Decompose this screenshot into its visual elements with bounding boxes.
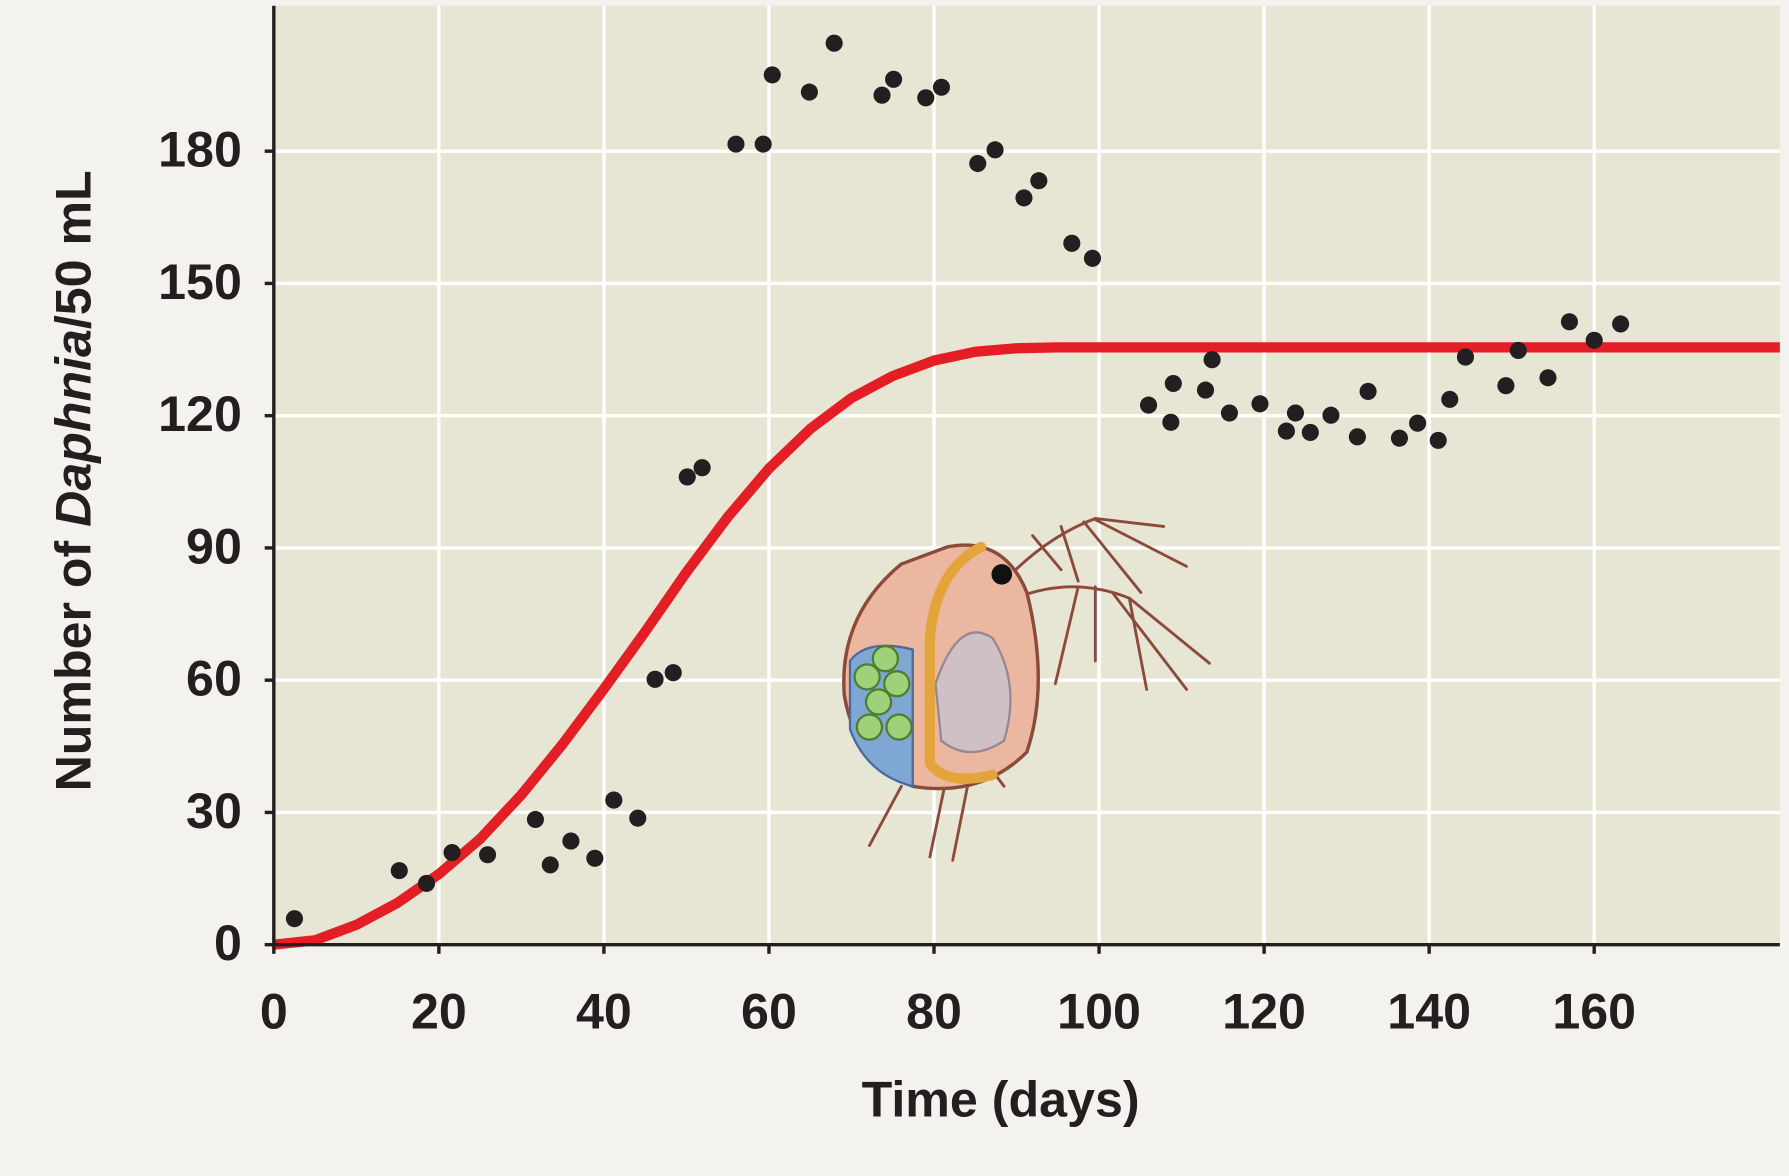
data-point: [1030, 172, 1048, 190]
data-point: [646, 670, 664, 688]
data-point: [1196, 381, 1215, 399]
x-axis-title: Time (days): [862, 1071, 1140, 1127]
data-point: [825, 34, 843, 52]
curve: [273, 342, 1780, 950]
data-point: [986, 141, 1004, 159]
data-point: [390, 862, 408, 880]
data-point: [1612, 315, 1630, 333]
data-point: [885, 70, 903, 88]
x-tick-label: 20: [411, 984, 467, 1040]
data-point: [932, 78, 950, 96]
y-axis-title-part: Number of: [46, 527, 102, 792]
x-tick-label: 40: [576, 984, 632, 1040]
y-tick-label: 150: [158, 254, 242, 310]
data-point: [1203, 351, 1221, 369]
x-tick-label: 0: [260, 984, 288, 1040]
data-point: [1251, 395, 1269, 413]
data-point: [1164, 374, 1182, 393]
data-point: [1015, 189, 1033, 207]
data-point: [754, 135, 772, 153]
data-point: [1441, 390, 1459, 408]
y-tick-label: 180: [158, 122, 242, 178]
data-point: [1560, 313, 1578, 331]
data-point: [526, 810, 544, 829]
plot-area: [273, 5, 1780, 945]
data-point: [285, 910, 304, 928]
data-point: [443, 843, 461, 862]
data-point: [629, 809, 647, 827]
data-point: [1497, 377, 1515, 395]
data-point: [917, 89, 935, 107]
data-point: [541, 856, 559, 874]
data-point: [1409, 414, 1427, 432]
y-tick-label: 0: [214, 915, 242, 971]
data-point: [1286, 404, 1305, 422]
y-tick-label: 120: [158, 386, 242, 442]
data-point: [1301, 423, 1319, 441]
data-point: [1390, 429, 1408, 447]
data-point: [1456, 348, 1475, 366]
y-tick-label: 90: [186, 518, 242, 574]
data-point: [1348, 428, 1366, 446]
data-point: [1322, 406, 1340, 424]
marks: [273, 34, 1780, 950]
x-tick-label: 100: [1057, 984, 1141, 1040]
x-tick-label: 80: [906, 984, 962, 1040]
x-tick-label: 140: [1387, 984, 1471, 1040]
data-point: [969, 154, 987, 173]
data-point: [678, 468, 696, 486]
y-tick-label: 60: [186, 651, 242, 707]
daphnia-illustration: [842, 517, 1211, 862]
data-point: [763, 66, 781, 84]
y-axis-title-part: Daphnia: [46, 329, 102, 527]
y-axis-title: Number of Daphnia/50 mL: [46, 170, 102, 791]
data-point: [800, 83, 818, 101]
data-point: [417, 874, 436, 892]
data-point: [1359, 382, 1377, 400]
data-point: [664, 664, 682, 682]
data-point: [873, 86, 891, 104]
data-point: [1220, 404, 1239, 422]
data-point: [1429, 431, 1447, 449]
y-tick-label: 30: [186, 783, 242, 839]
x-tick-label: 120: [1222, 984, 1306, 1040]
data-point: [605, 791, 623, 809]
data-point: [1509, 341, 1527, 359]
data-point: [1063, 234, 1081, 252]
data-point: [479, 846, 497, 864]
data-point: [1277, 422, 1295, 440]
x-tick-label: 60: [741, 984, 797, 1040]
data-point: [693, 459, 711, 477]
data-point: [1083, 249, 1102, 267]
y-axis-title-part: /50 mL: [46, 170, 102, 329]
data-point: [562, 832, 580, 850]
data-point: [1140, 396, 1158, 414]
data-point: [1162, 413, 1180, 431]
x-tick-label: 160: [1552, 984, 1636, 1040]
data-point: [1585, 331, 1603, 349]
data-point: [1539, 369, 1557, 387]
data-point: [586, 849, 604, 867]
data-point: [727, 135, 745, 153]
